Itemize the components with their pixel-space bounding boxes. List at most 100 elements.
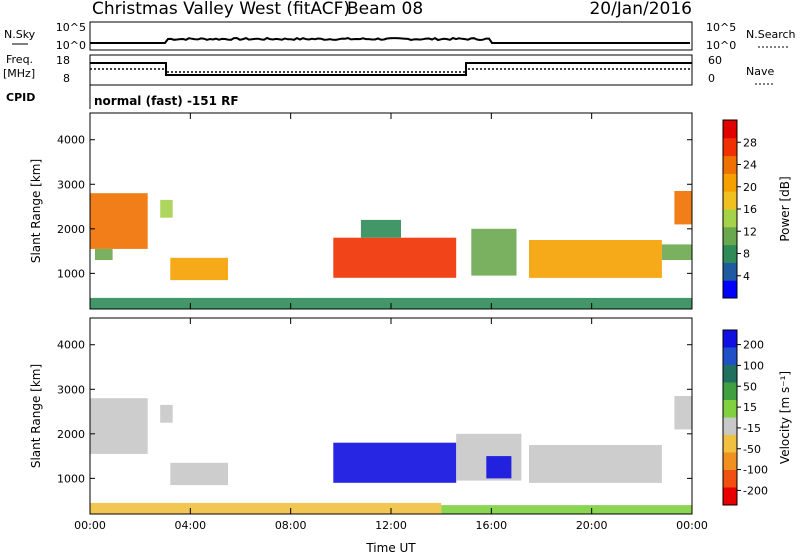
- colorbar-segment: [723, 244, 737, 263]
- colorbar-label: Velocity [m s⁻¹]: [778, 371, 792, 464]
- colorbar-tick-label: -100: [743, 464, 768, 477]
- cpid-label: CPID: [6, 91, 35, 104]
- colorbar-tick-label: -15: [743, 422, 761, 435]
- y-tick-label: 4000: [57, 134, 85, 147]
- colorbar-segment: [723, 330, 737, 348]
- x-axis-label: Time UT: [365, 541, 416, 554]
- echo-region: [529, 240, 662, 278]
- x-tick-label: 20:00: [576, 519, 608, 532]
- echo-region: [674, 396, 692, 430]
- colorbar-segment: [723, 470, 737, 488]
- nave-tick-top: 60: [708, 54, 722, 67]
- nsky-label: N.Sky: [4, 28, 36, 41]
- y-tick-label: 2000: [57, 223, 85, 236]
- x-tick-label: 00:00: [74, 519, 106, 532]
- cpid-strip: CPID normal (fast) -151 RF: [6, 85, 239, 109]
- nave-tick-bottom: 0: [708, 72, 715, 85]
- beam-label: Beam 08: [347, 0, 423, 19]
- colorbar-tick-label: 24: [743, 159, 757, 172]
- colorbar-tick-label: -200: [743, 484, 768, 497]
- echo-region: [90, 502, 442, 514]
- colorbar-tick-label: 12: [743, 225, 757, 238]
- nave-trace: [90, 68, 692, 73]
- noise-strip: N.Sky 10^5 10^0 10^5 10^0 N.Search: [4, 21, 796, 52]
- nsearch-label: N.Search: [746, 28, 796, 41]
- chart-title: Christmas Valley West (fitACF): [92, 0, 350, 19]
- echo-region: [333, 442, 457, 483]
- echo-region: [486, 456, 512, 479]
- cpid-value: normal (fast) -151 RF: [94, 94, 239, 108]
- x-tick-label: 12:00: [375, 519, 407, 532]
- freq-tick-bottom: 8: [63, 72, 70, 85]
- freq-tick-top: 18: [56, 54, 70, 67]
- echo-region: [661, 244, 692, 260]
- x-tick-label: 00:00: [676, 519, 708, 532]
- x-tick-label: 08:00: [275, 519, 307, 532]
- colorbar-segment: [723, 173, 737, 192]
- colorbar-tick-label: 100: [743, 359, 764, 372]
- nsearch-tick-top: 10^5: [706, 21, 736, 34]
- colorbar-tick-label: 200: [743, 339, 764, 352]
- echo-region: [529, 445, 662, 483]
- nave-label: Nave: [746, 65, 774, 78]
- colorbar-segment: [723, 417, 737, 436]
- y-tick-label: 3000: [57, 178, 85, 191]
- colorbar-tick-label: 15: [743, 401, 757, 414]
- echo-region: [160, 199, 173, 218]
- colorbar-tick-label: 50: [743, 380, 757, 393]
- date-label: 20/Jan/2016: [589, 0, 692, 19]
- colorbar-label: Power [dB]: [778, 176, 792, 241]
- echo-region: [170, 462, 228, 486]
- echo-region: [90, 193, 148, 249]
- colorbar-tick-label: 28: [743, 136, 757, 149]
- y-tick-label: 2000: [57, 428, 85, 441]
- echo-region: [674, 191, 692, 225]
- echo-region: [160, 404, 173, 423]
- colorbar-segment: [723, 191, 737, 210]
- echo-region: [333, 237, 457, 278]
- colorbar-segment: [723, 400, 737, 418]
- colorbar-frame: [722, 329, 738, 506]
- colorbar-segment: [723, 382, 737, 401]
- colorbar-tick-label: 16: [743, 203, 757, 216]
- colorbar-segment: [723, 487, 737, 506]
- echo-region: [471, 228, 517, 276]
- colorbar-tick-label: -50: [743, 443, 761, 456]
- y-tick-label: 1000: [57, 472, 85, 485]
- x-tick-label: 16:00: [475, 519, 507, 532]
- echo-region: [441, 505, 692, 514]
- echo-region: [360, 219, 401, 238]
- colorbar-segment: [723, 137, 737, 157]
- colorbar-segment: [723, 365, 737, 383]
- colorbar-segment: [723, 209, 737, 228]
- y-tick-label: 1000: [57, 267, 85, 280]
- colorbar-segment: [723, 120, 737, 139]
- velocity-panel: 1000 2000 3000 4000 Slant Range [km] 00:00 04:…: [29, 317, 792, 532]
- y-tick-label: 4000: [57, 339, 85, 352]
- noise-trace: [90, 36, 690, 44]
- echo-region: [90, 398, 148, 454]
- colorbar-segment: [723, 155, 737, 174]
- y-tick-label: 3000: [57, 383, 85, 396]
- colorbar-segment: [723, 435, 737, 453]
- freq-trace: [90, 62, 692, 76]
- freq-unit: [MHz]: [3, 67, 35, 80]
- colorbar-segment: [723, 347, 737, 366]
- x-tick-label: 04:00: [174, 519, 206, 532]
- freq-label: Freq.: [6, 53, 33, 66]
- echo-region: [170, 257, 228, 281]
- nsky-tick-top: 10^5: [56, 21, 86, 34]
- echo-region: [95, 248, 113, 260]
- colorbar-segment: [723, 226, 737, 246]
- freq-strip: Freq. [MHz] 18 8 60 0 Nave: [3, 53, 775, 86]
- colorbar-tick-label: 4: [743, 270, 750, 283]
- colorbar-tick-label: 20: [743, 181, 757, 194]
- colorbar-segment: [723, 280, 737, 299]
- y-axis-label: Slant Range [km]: [29, 364, 43, 468]
- nsearch-tick-bottom: 10^0: [706, 39, 736, 52]
- colorbar-tick-label: 8: [743, 248, 750, 261]
- nsky-tick-bottom: 10^0: [56, 39, 86, 52]
- colorbar-segment: [723, 452, 737, 471]
- power-panel: 1000 2000 3000 4000 Slant Range [km] 4 8 12 16 20…: [29, 112, 792, 310]
